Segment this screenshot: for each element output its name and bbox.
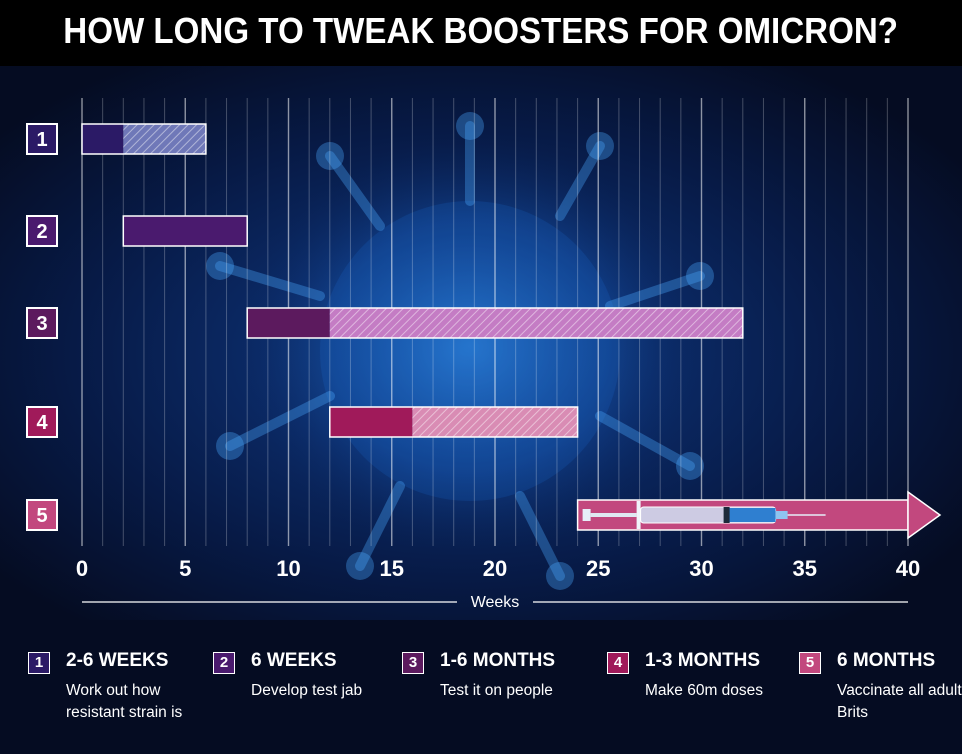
- row-label-text: 5: [36, 505, 47, 527]
- row-label-box: [26, 406, 58, 438]
- x-axis-label: Weeks: [471, 594, 520, 611]
- gantt-chart: 1 2 3 4 5 0 5 10 15 20 25 30 35 40 Weeks: [26, 98, 942, 611]
- task-bar-outline: [246, 307, 744, 339]
- task-bar-outline: [122, 215, 248, 247]
- legend: 1 2-6 WEEKS Work out how resistant strai…: [0, 620, 962, 754]
- task-bar-1: [81, 123, 207, 155]
- legend-description: Work out how resistant strain is: [66, 682, 183, 721]
- task-bar-4: [329, 406, 579, 438]
- task-bar-outline: [329, 406, 579, 438]
- syringe-liquid: [727, 508, 776, 522]
- row-label-3: 3: [26, 307, 58, 339]
- row-label-box: [26, 123, 58, 155]
- task-bar-solid: [82, 124, 124, 154]
- row-label-5: 5: [26, 499, 58, 531]
- syringe-plunger-cap: [582, 509, 591, 521]
- task-bar-5: [576, 490, 942, 540]
- syringe-stopper: [723, 507, 730, 523]
- chart-area: 1 2 3 4 5 0 5 10 15 20 25 30 35 40 Weeks: [0, 66, 962, 620]
- legend-description: Vaccinate all adult Brits: [837, 682, 962, 721]
- legend-heading: 1-6 MONTHS: [440, 650, 556, 671]
- task-bar-solid: [123, 216, 248, 246]
- legend-heading: 2-6 WEEKS: [66, 650, 169, 671]
- arrow-head: [907, 490, 942, 540]
- row-label-text: 1: [36, 129, 47, 151]
- row-label-box: [26, 307, 58, 339]
- x-tick-label: 30: [689, 556, 713, 581]
- task-bar-outline: [81, 123, 207, 155]
- legend-number-badge: 4: [607, 652, 629, 674]
- legend-number-badge: 1: [28, 652, 50, 674]
- syringe-icon: [582, 501, 826, 529]
- x-tick-label: 25: [586, 556, 610, 581]
- x-tick-label: 40: [896, 556, 920, 581]
- legend-description: Test it on people: [440, 682, 553, 699]
- task-bar-solid: [247, 308, 330, 338]
- task-bar-hatch-pattern: [123, 124, 206, 154]
- legend-description: Make 60m doses: [645, 682, 764, 699]
- row-label-text: 4: [36, 412, 48, 434]
- task-bar-hatch-pattern: [412, 407, 578, 437]
- task-bar-3: [246, 307, 744, 339]
- task-bar-hatch-pattern: [329, 308, 743, 338]
- legend-heading: 6 MONTHS: [837, 650, 936, 671]
- row-label-4: 4: [26, 406, 58, 438]
- legend-heading: 1-3 MONTHS: [645, 650, 761, 671]
- syringe-hub: [775, 511, 788, 519]
- x-tick-label: 20: [483, 556, 507, 581]
- chart-title: HOW LONG TO TWEAK BOOSTERS FOR OMICRON?: [63, 10, 899, 51]
- x-tick-label: 15: [380, 556, 404, 581]
- row-label-text: 3: [36, 313, 47, 335]
- syringe-flange: [636, 501, 641, 529]
- row-label-text: 2: [36, 221, 47, 243]
- legend-number-badge: 5: [799, 652, 821, 674]
- legend-number-badge: 2: [213, 652, 235, 674]
- x-tick-label: 5: [179, 556, 191, 581]
- x-tick-label: 0: [76, 556, 88, 581]
- title-bar: HOW LONG TO TWEAK BOOSTERS FOR OMICRON?: [0, 0, 962, 66]
- task-bar-2: [122, 215, 248, 247]
- row-label-2: 2: [26, 215, 58, 247]
- x-tick-label: 10: [276, 556, 300, 581]
- task-bar-solid: [329, 407, 413, 437]
- row-label-1: 1: [26, 123, 58, 155]
- syringe-plunger-rod: [590, 513, 637, 517]
- x-tick-label: 35: [793, 556, 817, 581]
- legend-number-badge: 3: [402, 652, 424, 674]
- row-label-box: [26, 499, 58, 531]
- legend-description: Develop test jab: [251, 682, 363, 699]
- legend-heading: 6 WEEKS: [251, 650, 337, 671]
- row-label-box: [26, 215, 58, 247]
